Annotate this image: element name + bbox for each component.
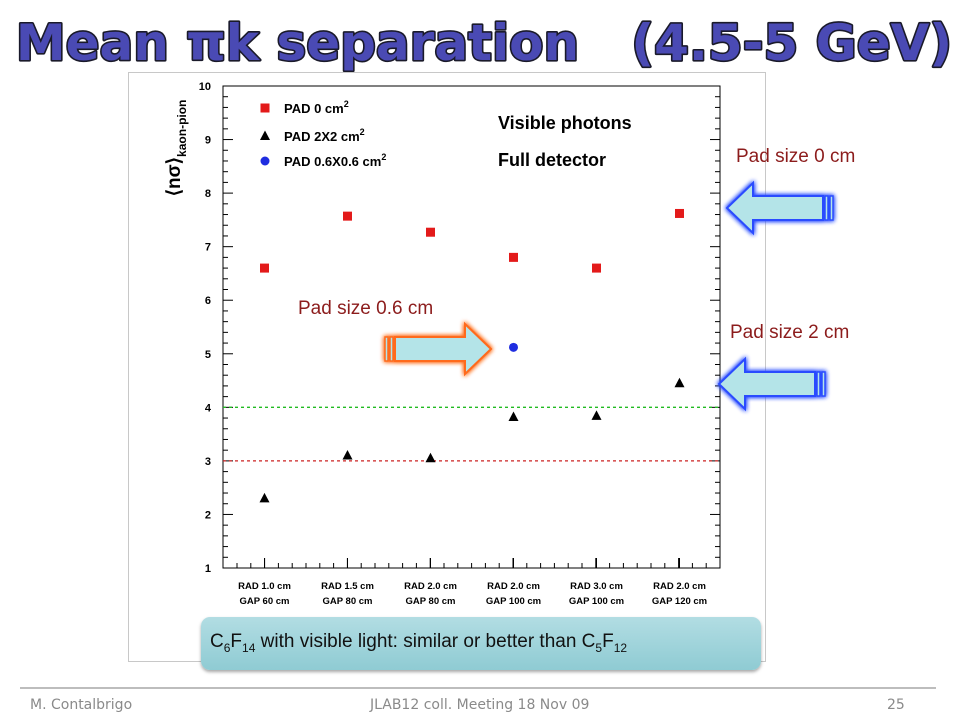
arrow-pad-size-0-bar [824, 195, 829, 221]
arrow-pad-size-0-bar [829, 195, 834, 221]
data-point-triangle [591, 410, 602, 420]
callout-sub: 14 [242, 640, 256, 655]
data-point-square [343, 211, 352, 221]
plot-annotation: Visible photons [498, 113, 632, 133]
y-axis-label-main: ⟨nσ⟩ [164, 157, 185, 196]
data-point-square [426, 227, 435, 237]
legend-label-text: PAD 0 cm [284, 101, 344, 116]
footer-meeting: JLAB12 coll. Meeting 18 Nov 09 [370, 697, 590, 713]
y-tick-label: 3 [205, 456, 211, 468]
data-point-square [260, 263, 269, 273]
arrow-pad-size-0-6-body [394, 321, 493, 377]
callout-text-f: F [602, 631, 614, 652]
legend-marker-circle [260, 156, 270, 166]
legend-label-text: PAD 2X2 cm [284, 129, 360, 144]
data-point-square [509, 252, 518, 262]
x-category-label: GAP 120 cm [652, 596, 707, 607]
y-axis-label: ⟨nσ⟩kaon-pion [164, 100, 189, 197]
footer-page-number: 25 [887, 697, 905, 713]
x-category-label: RAD 2.0 cm [404, 581, 457, 592]
x-category-label: GAP 100 cm [569, 596, 624, 607]
slide-title: Mean πk separation (4.5-5 GeV) [14, 12, 954, 73]
data-point-square [592, 263, 601, 273]
x-category-label: RAD 2.0 cm [653, 581, 706, 592]
y-tick-label: 6 [205, 295, 211, 307]
conclusion-callout: C6F14 with visible light: similar or bet… [201, 617, 761, 670]
callout-text-c: C [210, 631, 224, 652]
y-tick-label: 7 [205, 242, 211, 254]
x-category-label: GAP 80 cm [323, 596, 373, 607]
data-point-triangle [259, 492, 270, 503]
legend-label: PAD 2X2 cm2 [284, 127, 365, 144]
y-tick-label: 8 [205, 188, 211, 200]
annotation-pad-size-0: Pad size 0 cm [736, 146, 856, 167]
legend-label-sup: 2 [360, 127, 365, 137]
arrow-pad-size-0 [725, 180, 834, 236]
callout-sub: 12 [613, 640, 628, 655]
y-tick-label: 10 [199, 81, 211, 93]
annotation-pad-size-0-6: Pad size 0.6 cm [298, 298, 434, 319]
data-point-triangle [674, 377, 685, 388]
x-category-label: RAD 3.0 cm [570, 581, 623, 592]
data-point-triangle [342, 450, 353, 460]
y-tick-label: 2 [205, 509, 211, 521]
x-category-label: RAD 1.5 cm [321, 581, 374, 592]
y-tick-label: 1 [205, 563, 211, 575]
slide-title-text: Mean πk separation (4.5-5 GeV) [16, 14, 952, 72]
arrow-pad-size-0-body [725, 180, 824, 236]
arrow-pad-size-0-6 [384, 321, 493, 377]
y-axis-label-sub: kaon-pion [175, 100, 189, 157]
plot-annotation: Full detector [498, 150, 606, 170]
x-category-label: GAP 60 cm [240, 596, 290, 607]
legend-marker-square [260, 103, 270, 113]
callout-text-main: with visible light: similar or better th… [255, 631, 596, 652]
arrow-pad-size-0-6-bar [389, 336, 394, 362]
footer-author: M. Contalbrigo [30, 697, 133, 713]
y-tick-label: 4 [205, 402, 212, 414]
legend-label-sup: 2 [381, 152, 386, 162]
footer-divider [20, 687, 936, 689]
x-category-label: GAP 80 cm [406, 596, 456, 607]
legend-label: PAD 0 cm2 [284, 99, 349, 116]
data-point-circle [509, 342, 518, 352]
callout-text-f: F [230, 631, 243, 652]
data-point-triangle [508, 411, 519, 421]
legend-label-text: PAD 0.6X0.6 cm [284, 154, 381, 169]
x-category-label: GAP 100 cm [486, 596, 541, 607]
arrow-pad-size-2-bar [821, 371, 826, 397]
x-category-label: RAD 1.0 cm [238, 581, 291, 592]
data-point-triangle [425, 452, 436, 463]
arrow-pad-size-0-6-bar [384, 336, 389, 362]
callout-sub: 6 [223, 640, 231, 655]
y-tick-label: 5 [205, 349, 211, 361]
y-tick-label: 9 [205, 135, 211, 147]
legend-marker-triangle [260, 130, 270, 140]
arrow-pad-size-2 [717, 356, 826, 412]
annotation-pad-size-2: Pad size 2 cm [730, 322, 850, 343]
x-category-label: RAD 2.0 cm [487, 581, 540, 592]
data-point-square [675, 208, 684, 218]
callout-sub: 5 [595, 640, 603, 655]
legend-label: PAD 0.6X0.6 cm2 [284, 152, 386, 169]
arrow-pad-size-2-body [717, 356, 816, 412]
legend-label-sup: 2 [344, 99, 349, 109]
plot-panel [128, 72, 766, 662]
arrow-pad-size-2-bar [816, 371, 821, 397]
